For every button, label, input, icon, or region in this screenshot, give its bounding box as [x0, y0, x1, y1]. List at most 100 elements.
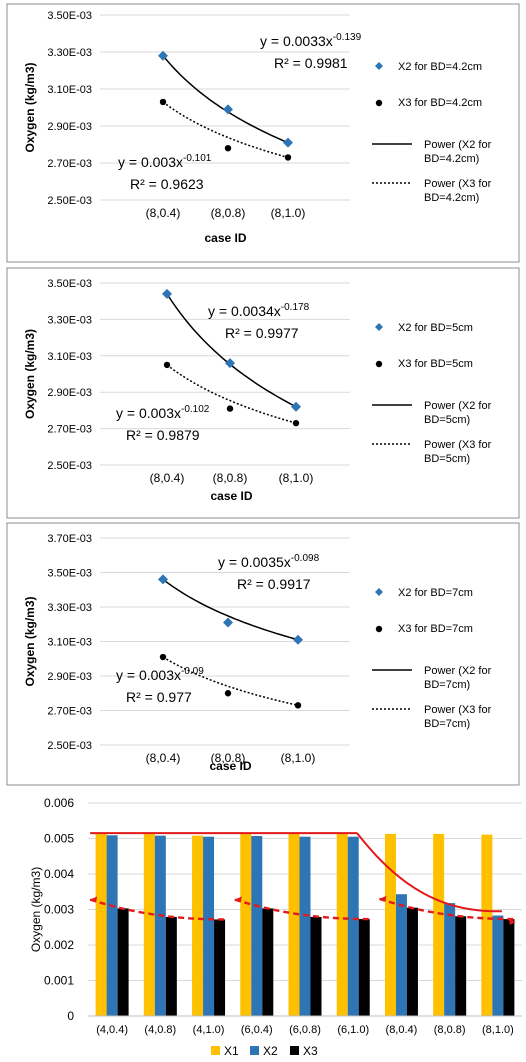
legend-label-x2: X2 [263, 1044, 278, 1058]
legend-label-power-x2: Power (X2 for [424, 400, 492, 412]
legend-marker-x2 [375, 588, 383, 596]
legend-label-x3: X3 for BD=5cm [398, 358, 473, 370]
bar-x2 [395, 894, 407, 1016]
legend-label-power-x2-cont: BD=7cm) [424, 679, 470, 691]
data-point-x3 [294, 702, 302, 709]
x-tick-label: (6,0.4) [241, 1024, 273, 1036]
x-tick-label: (8,0.4) [146, 206, 181, 220]
y-tick-label: 3.10E-03 [47, 637, 92, 649]
trendline [162, 101, 289, 159]
bar-x1 [481, 834, 493, 1016]
bar-x1 [192, 835, 204, 1016]
equation-exponent: -0.178 [281, 302, 310, 313]
legend: X2 for BD=7cm X3 for BD=7cm Power (X2 for B… [372, 587, 492, 730]
bar-chart: 0 0.001 0.002 0.003 0.004 0.005 0.006 Oxygen (k… [29, 796, 522, 1058]
data-point-x2 [158, 574, 168, 585]
y-tick-label: 3.30E-03 [47, 602, 92, 614]
y-axis-label: Oxygen (kg/m3) [23, 62, 37, 152]
bar-x3 [310, 916, 322, 1016]
y-tick-label: 2.90E-03 [47, 387, 92, 399]
data-point-x2 [291, 401, 301, 412]
x-tick-label: (8,0.8) [213, 471, 248, 485]
data-point-x3 [224, 690, 232, 697]
data-point-x2 [223, 617, 233, 628]
bar-x1 [240, 833, 252, 1016]
y-tick-label: 2.50E-03 [47, 460, 92, 472]
scatter-chart-3: 2.50E-03 2.70E-03 2.90E-03 3.10E-03 3.30E-03… [6, 522, 520, 786]
bar-x3 [117, 908, 129, 1016]
y-tick-label: 0.004 [44, 867, 74, 881]
legend-label-x2: X2 for BD=4.2cm [398, 61, 482, 73]
legend-label-x3: X3 for BD=7cm [398, 623, 473, 635]
equation-exponent: -0.102 [181, 404, 210, 415]
legend-marker-x3 [375, 99, 383, 107]
bar-x1 [336, 833, 348, 1016]
trendline [162, 656, 299, 707]
x-tick-label: (8,1.0) [279, 471, 314, 485]
bar-x1 [433, 833, 445, 1016]
overlay-dashed-curve-x3 [379, 897, 516, 921]
r-squared-label: R² = 0.977 [126, 689, 192, 705]
x-tick-label: (8,1.0) [271, 206, 306, 220]
x-axis-label: case ID [209, 759, 251, 773]
y-axis-label: Oxygen (kg/m3) [23, 329, 37, 419]
data-point-x2 [223, 104, 233, 115]
legend-label-power-x3: Power (X3 for [424, 704, 492, 716]
legend-label-power-x2: Power (X2 for [424, 665, 492, 677]
data-point-x2 [162, 288, 172, 299]
bar-x2 [251, 836, 263, 1016]
y-tick-label: 3.30E-03 [47, 47, 92, 59]
legend-label-power-x3-cont: BD=4.2cm) [424, 192, 479, 204]
overlay-arrowhead [508, 918, 516, 925]
x-axis-label: case ID [204, 231, 246, 245]
y-tick-label: 0.005 [44, 832, 74, 846]
x-tick-label: (8,0.4) [386, 1024, 418, 1036]
bar-x2 [347, 836, 359, 1016]
data-point-x3 [224, 145, 232, 152]
data-point-x3 [159, 653, 167, 661]
r-squared-label: R² = 0.9981 [274, 55, 348, 71]
trendline [162, 578, 299, 641]
data-point-x3 [292, 419, 300, 427]
chart-frame [6, 267, 520, 519]
y-tick-label: 3.50E-03 [47, 568, 92, 580]
y-tick-label: 2.50E-03 [47, 195, 92, 207]
overlay-dashed-curve-x3 [234, 898, 372, 921]
y-tick-label: 0.001 [44, 974, 74, 988]
bar-x3 [455, 916, 467, 1016]
overlay-curve-x2 [356, 832, 502, 913]
legend: X1 X2 X3 [211, 1044, 318, 1058]
y-tick-label: 3.50E-03 [47, 10, 92, 22]
x-tick-label: (4,1.0) [193, 1024, 225, 1036]
legend-swatch-x3 [290, 1046, 299, 1055]
y-tick-label: 3.70E-03 [47, 533, 92, 545]
legend-marker-x3 [375, 360, 383, 368]
y-tick-label: 3.50E-03 [47, 278, 92, 290]
x-tick-label: (8,1.0) [281, 751, 316, 765]
legend-label-power-x3-cont: BD=5cm) [424, 453, 470, 465]
legend-label-x2: X2 for BD=5cm [398, 322, 473, 334]
legend-label-power-x2-cont: BD=5cm) [424, 414, 470, 426]
y-tick-label: 0.006 [44, 796, 74, 810]
y-tick-label: 2.70E-03 [47, 158, 92, 170]
x-tick-label: (8,0.4) [150, 471, 185, 485]
data-point-x2 [283, 137, 293, 148]
x-tick-label: (8,1.0) [482, 1024, 514, 1036]
bar-x3 [406, 907, 418, 1016]
legend-label-x1: X1 [224, 1044, 239, 1058]
bar-x3 [503, 919, 515, 1016]
legend-swatch-x2 [250, 1046, 259, 1055]
y-axis-label: Oxygen (kg/m3) [23, 596, 37, 686]
y-tick-label: 3.30E-03 [47, 314, 92, 326]
bar-x3 [214, 919, 226, 1016]
data-point-x2 [225, 358, 235, 369]
y-tick-label: 2.50E-03 [47, 740, 92, 752]
y-tick-label: 2.70E-03 [47, 706, 92, 718]
legend-label-x3: X3 [303, 1044, 318, 1058]
bar-x2 [203, 836, 215, 1016]
data-point-x3 [226, 405, 234, 412]
r-squared-label: R² = 0.9917 [237, 576, 311, 592]
chart-frame [6, 522, 520, 786]
bar-x2 [492, 915, 504, 1016]
